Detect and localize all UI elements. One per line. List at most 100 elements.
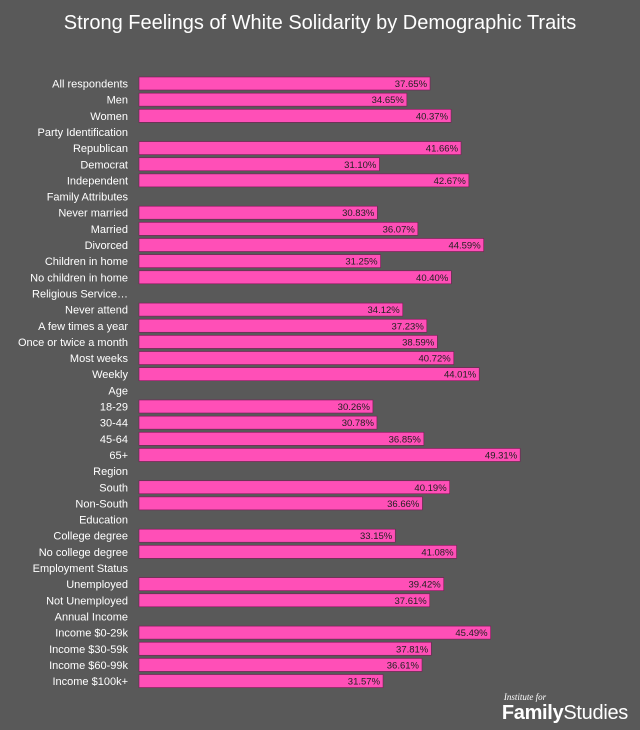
bar — [138, 270, 452, 285]
category-label: No children in home — [30, 272, 128, 284]
data-label: 30.78% — [342, 418, 375, 429]
category-label: College degree — [53, 531, 128, 543]
category-label: Region — [93, 466, 128, 478]
data-label: 36.66% — [387, 499, 420, 510]
data-label: 40.37% — [416, 111, 449, 122]
data-label: 37.81% — [396, 644, 429, 655]
bar — [138, 173, 470, 188]
bar — [138, 367, 480, 382]
data-label: 37.65% — [395, 79, 428, 90]
category-label: Once or twice a month — [18, 337, 128, 349]
bar — [138, 351, 455, 365]
category-label: Religious Service… — [32, 288, 128, 300]
bar — [138, 431, 425, 446]
data-label: 30.26% — [338, 402, 371, 413]
data-label: 40.72% — [419, 354, 452, 365]
category-label: Family Attributes — [47, 192, 129, 204]
category-label: Republican — [73, 143, 128, 155]
data-label: 36.85% — [389, 434, 422, 445]
bar — [138, 335, 438, 349]
category-label: Divorced — [85, 240, 128, 252]
category-label: Men — [107, 95, 128, 107]
bar — [138, 641, 432, 656]
bar — [138, 157, 380, 172]
category-label: Never married — [58, 208, 128, 220]
bar — [138, 254, 381, 268]
category-label: Age — [108, 385, 128, 397]
data-label: 31.25% — [345, 257, 378, 268]
bar — [138, 625, 491, 640]
bar — [138, 205, 378, 220]
bar — [138, 577, 445, 591]
category-label: No college degree — [39, 547, 128, 559]
category-label: Women — [90, 111, 128, 123]
data-label: 37.61% — [394, 596, 427, 607]
bar — [138, 415, 378, 430]
data-label: 44.01% — [444, 370, 477, 381]
logo-family: Family — [501, 702, 564, 724]
category-label: Children in home — [45, 256, 128, 268]
bar — [138, 109, 452, 123]
bar — [138, 141, 462, 155]
category-label: Democrat — [80, 159, 128, 171]
bar — [138, 76, 431, 91]
category-label: Income $100k+ — [52, 676, 128, 688]
data-label: 39.42% — [408, 580, 441, 591]
bar — [138, 92, 408, 107]
data-label: 44.59% — [448, 241, 481, 252]
category-label: Independent — [67, 175, 128, 187]
data-label: 36.61% — [387, 660, 420, 671]
data-label: 34.12% — [368, 305, 401, 316]
bar — [138, 480, 450, 495]
data-label: 45.49% — [455, 628, 488, 639]
data-label: 31.57% — [348, 677, 381, 688]
logo-studies: Studies — [563, 702, 628, 724]
logo-big-text: FamilyStudies — [502, 702, 628, 724]
bar — [138, 545, 457, 559]
bar — [138, 302, 404, 317]
category-label: All respondents — [52, 79, 128, 91]
category-label: A few times a year — [38, 321, 128, 333]
data-label: 40.19% — [414, 483, 447, 494]
chart-title: Strong Feelings of White Solidarity by D… — [63, 12, 577, 34]
bar — [138, 238, 484, 252]
data-label: 41.66% — [426, 144, 459, 155]
institute-logo: Institute for FamilyStudies — [502, 692, 628, 724]
data-label: 37.23% — [392, 321, 425, 332]
bar — [138, 674, 384, 688]
category-label: Never attend — [65, 305, 128, 317]
category-label: 30-44 — [100, 418, 128, 430]
category-label: Most weeks — [70, 353, 129, 365]
data-label: 34.65% — [372, 95, 405, 106]
category-label: Employment Status — [33, 563, 129, 575]
category-label: South — [99, 482, 128, 494]
bar — [138, 448, 521, 462]
data-label: 49.31% — [485, 450, 518, 461]
category-label: 18-29 — [100, 402, 128, 414]
category-label: 65+ — [109, 450, 128, 462]
bar — [138, 222, 419, 236]
bar — [138, 658, 423, 672]
category-label: Income $60-99k — [49, 660, 128, 672]
category-label: Unemployed — [66, 579, 128, 591]
data-label: 31.10% — [344, 160, 377, 171]
bar — [138, 496, 423, 511]
category-label: Married — [91, 224, 128, 236]
category-label: Party Identification — [38, 127, 129, 139]
bar — [138, 399, 374, 414]
category-label: Annual Income — [55, 611, 128, 623]
category-label: Weekly — [92, 369, 128, 381]
data-label: 30.83% — [342, 208, 375, 219]
bar — [138, 593, 431, 608]
data-label: 41.08% — [421, 547, 454, 558]
category-label: Income $30-59k — [49, 644, 128, 656]
category-label: Not Unemployed — [46, 595, 128, 607]
data-label: 36.07% — [383, 224, 416, 235]
data-label: 33.15% — [360, 531, 393, 542]
bar — [138, 528, 396, 543]
category-label: Non-South — [75, 498, 128, 510]
category-label: Income $0-29k — [55, 628, 128, 640]
data-label: 40.40% — [416, 273, 449, 284]
category-label: Education — [79, 515, 128, 527]
